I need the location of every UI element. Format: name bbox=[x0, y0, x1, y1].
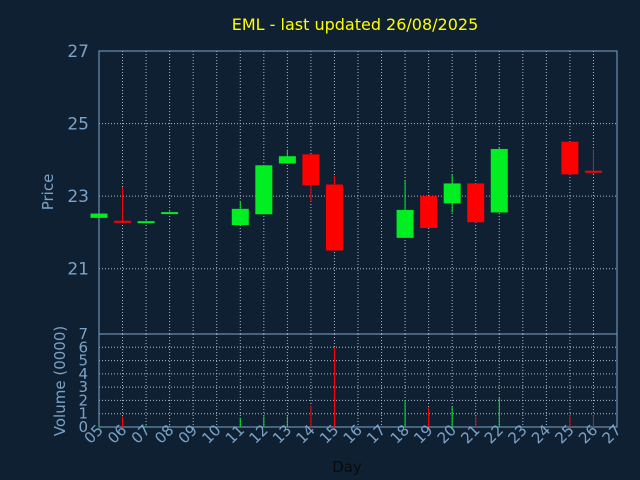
volume-tick-label: 2 bbox=[78, 391, 88, 409]
volume-tick-label: 5 bbox=[78, 352, 88, 370]
price-tick-label: 21 bbox=[67, 260, 89, 280]
candle-body bbox=[561, 141, 579, 175]
x-axis: 0506070809101112131415161718192021222324… bbox=[81, 421, 625, 447]
price-tick-label: 27 bbox=[67, 42, 89, 62]
x-tick-label: 15 bbox=[316, 421, 342, 447]
volume-tick-label: 6 bbox=[78, 338, 88, 356]
x-tick-label: 19 bbox=[410, 421, 436, 447]
volume-axis-label: Volume (0000) bbox=[51, 326, 69, 436]
x-tick-label: 24 bbox=[528, 421, 554, 447]
volume-tick-label: 7 bbox=[78, 325, 88, 343]
candle-body bbox=[161, 212, 179, 215]
x-tick-label: 07 bbox=[128, 421, 154, 447]
candle-body bbox=[325, 184, 343, 251]
x-tick-label: 23 bbox=[504, 421, 530, 447]
x-tick-label: 22 bbox=[481, 421, 507, 447]
x-tick-label: 06 bbox=[104, 421, 130, 447]
x-tick-label: 13 bbox=[269, 421, 295, 447]
x-tick-label: 26 bbox=[575, 421, 601, 447]
x-tick-label: 16 bbox=[340, 421, 366, 447]
candle-body bbox=[420, 196, 438, 229]
x-tick-label: 09 bbox=[175, 421, 201, 447]
x-tick-label: 14 bbox=[293, 421, 319, 447]
candle-body bbox=[490, 148, 508, 213]
candle-body bbox=[584, 170, 602, 173]
x-tick-label: 27 bbox=[599, 421, 625, 447]
chart-title: EML - last updated 26/08/2025 bbox=[232, 15, 479, 34]
price-axis-label: Price bbox=[39, 174, 57, 211]
volume-frame bbox=[98, 333, 618, 428]
x-tick-label: 20 bbox=[434, 421, 460, 447]
price-tick-label: 23 bbox=[67, 187, 89, 207]
x-axis-label: Day bbox=[332, 458, 362, 476]
volume-tick-label: 0 bbox=[78, 418, 88, 436]
x-tick-label: 12 bbox=[245, 421, 271, 447]
price-tick-label: 25 bbox=[67, 115, 89, 135]
volume-tick-label: 4 bbox=[78, 365, 88, 383]
x-tick-label: 25 bbox=[552, 421, 578, 447]
candle-body bbox=[302, 154, 320, 186]
x-tick-label: 17 bbox=[363, 421, 389, 447]
x-tick-label: 10 bbox=[198, 421, 224, 447]
volume-tick-label: 3 bbox=[78, 378, 88, 396]
x-tick-label: 18 bbox=[387, 421, 413, 447]
candle-body bbox=[467, 183, 485, 223]
price-panel: 21 23 25 27 bbox=[67, 42, 618, 335]
x-tick-label: 08 bbox=[151, 421, 177, 447]
candle-body bbox=[231, 208, 249, 226]
x-tick-label: 21 bbox=[457, 421, 483, 447]
candle-body bbox=[137, 221, 155, 224]
volume-tick-label: 1 bbox=[78, 405, 88, 423]
x-tick-label: 11 bbox=[222, 421, 248, 447]
candle-body bbox=[396, 209, 414, 238]
candle-body bbox=[90, 213, 108, 218]
candle-body bbox=[114, 220, 132, 223]
candle-body bbox=[278, 156, 296, 164]
candle-body bbox=[255, 165, 273, 215]
candle-body bbox=[443, 183, 461, 204]
